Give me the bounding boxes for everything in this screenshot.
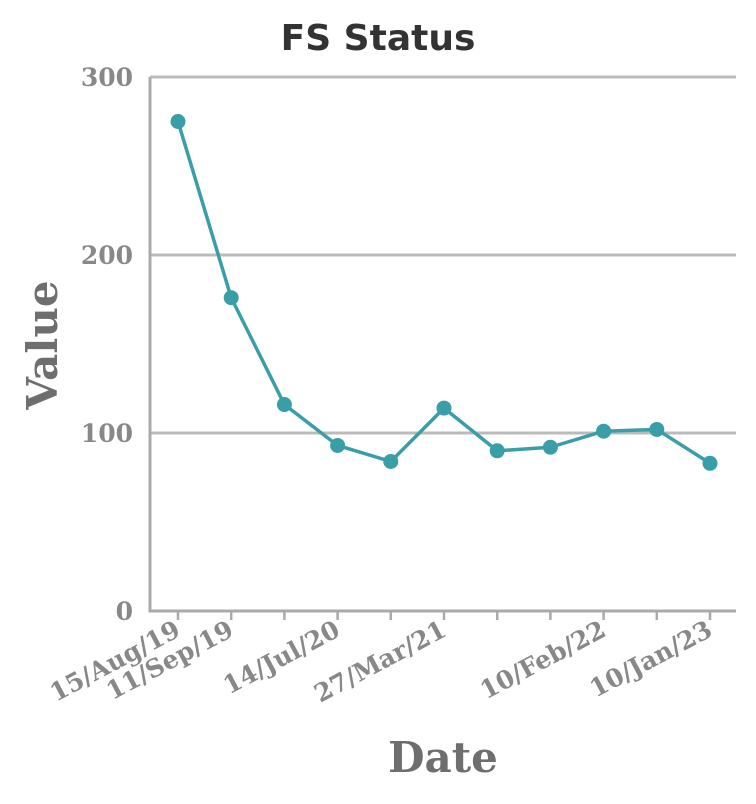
data-point (276, 397, 292, 413)
data-point (223, 290, 239, 306)
y-tick-label: 0 (116, 597, 133, 626)
data-point (383, 453, 399, 469)
y-axis-title: Value (18, 280, 67, 410)
data-point (330, 437, 346, 453)
data-point (436, 400, 452, 416)
y-tick-labels: 0 100 200 300 (81, 63, 133, 626)
data-point (649, 421, 665, 437)
data-point (596, 423, 612, 439)
chart-title: FS Status (281, 18, 476, 59)
grid-lines (150, 75, 736, 435)
x-tick-label: 10/Feb/22 (475, 615, 610, 705)
x-tick-label: 10/Jan/23 (585, 615, 717, 704)
series-layer (170, 114, 718, 471)
data-point (702, 455, 718, 471)
data-point (489, 443, 505, 459)
data-point (542, 439, 558, 455)
data-point (170, 114, 186, 129)
y-tick-label: 100 (81, 419, 133, 448)
y-tick-label: 200 (81, 241, 133, 270)
y-tick-label: 300 (81, 63, 133, 92)
x-axis-title: Date (388, 733, 498, 782)
axes (148, 77, 736, 620)
